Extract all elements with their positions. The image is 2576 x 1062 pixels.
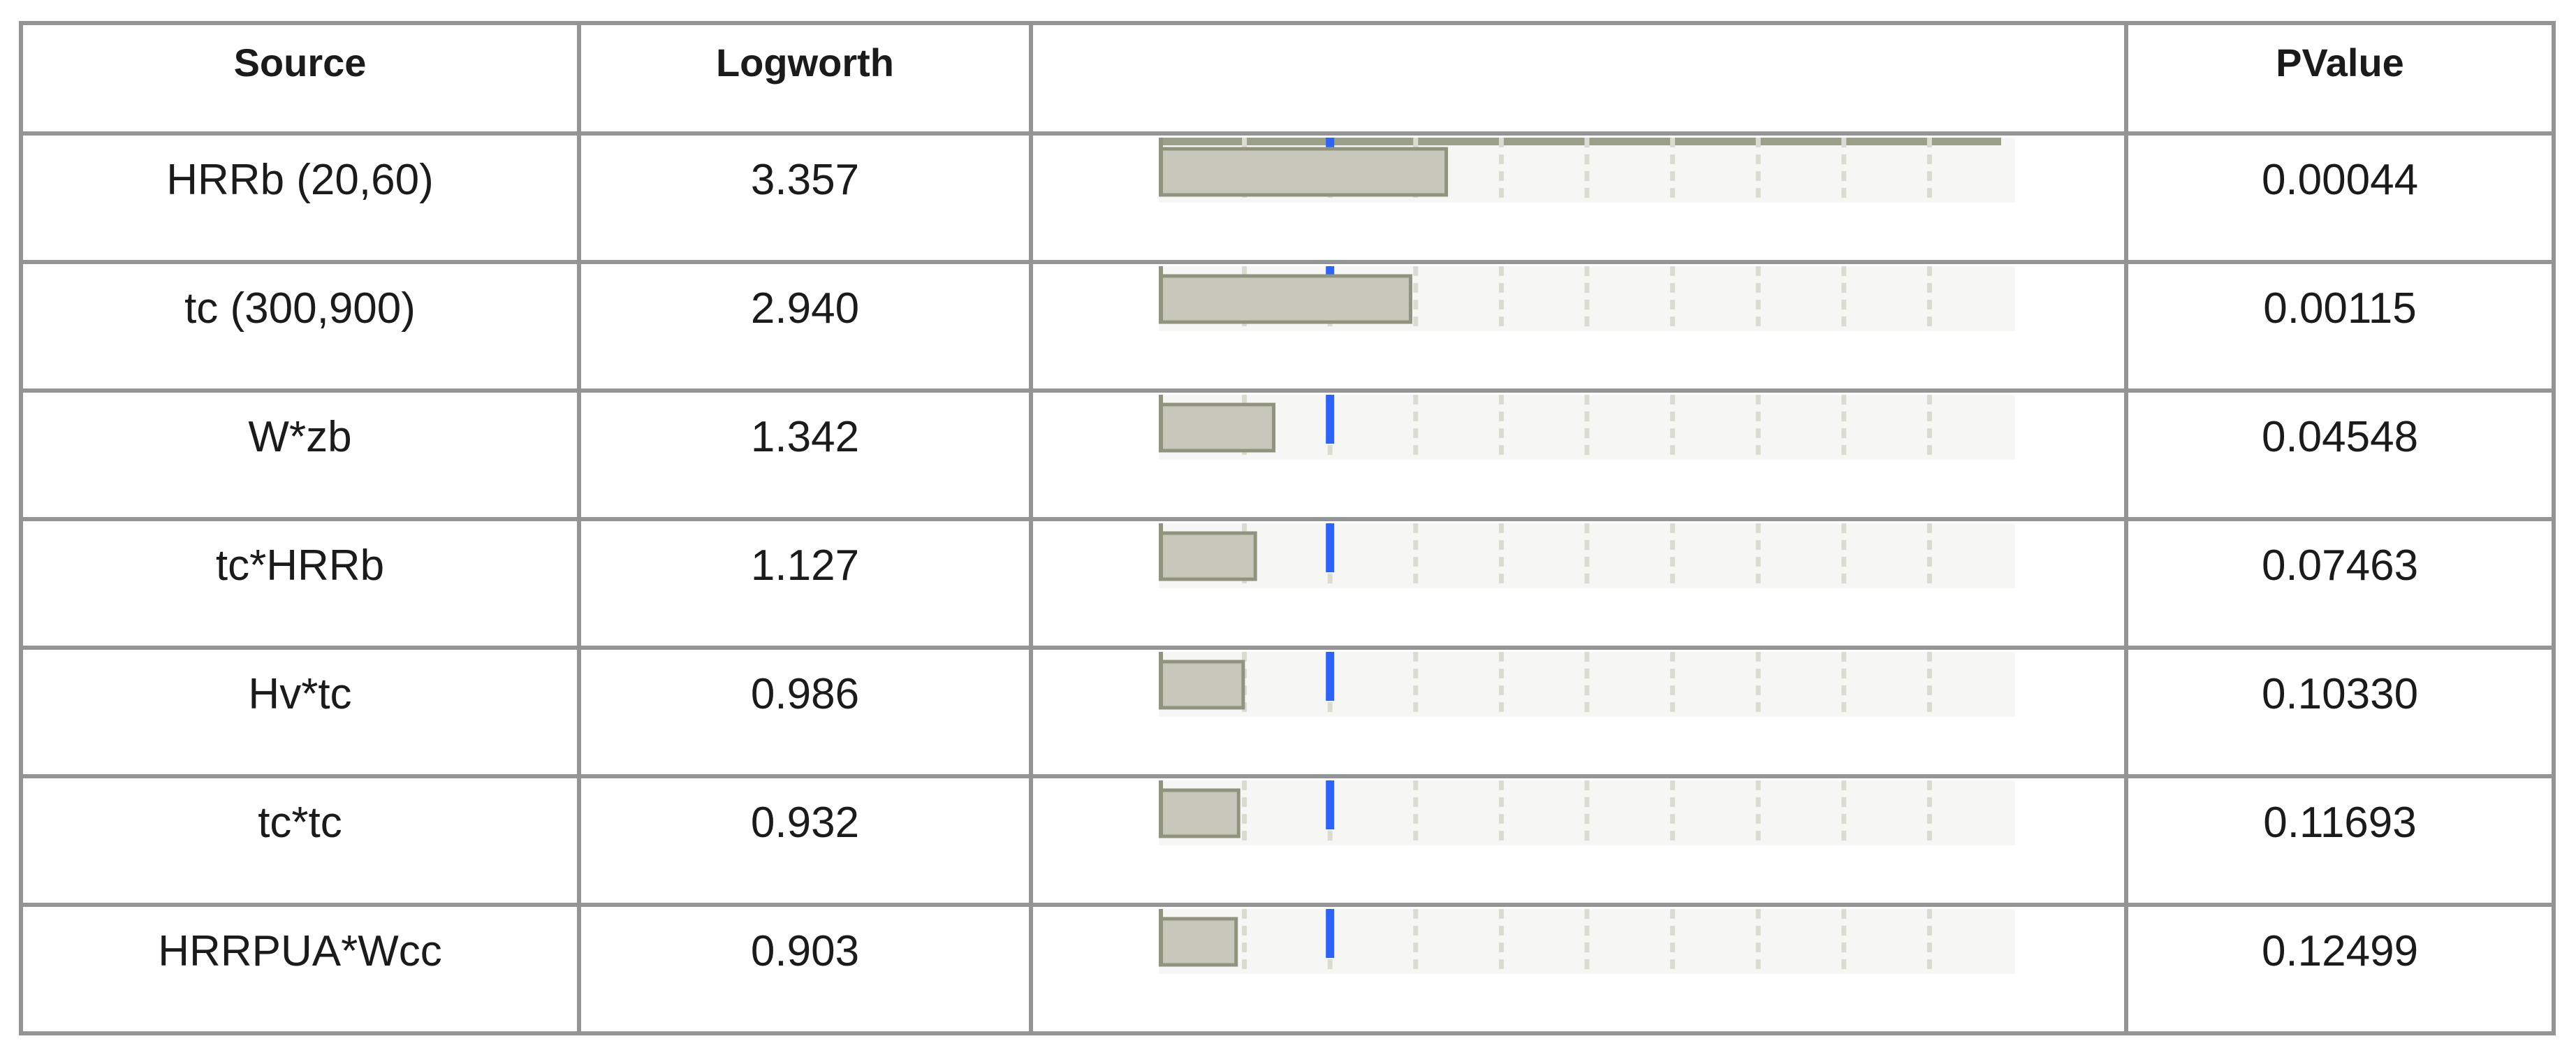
reference-line bbox=[1326, 652, 1335, 701]
source-cell: tc*HRRb bbox=[19, 517, 581, 650]
pvalue-cell: 0.00115 bbox=[2124, 260, 2556, 393]
logworth-chart-cell bbox=[1029, 388, 2128, 521]
column-header-source: Source bbox=[19, 21, 581, 136]
logworth-cell: 0.932 bbox=[577, 774, 1033, 907]
logworth-bar bbox=[1159, 788, 1241, 838]
axis-left-edge bbox=[1159, 909, 1163, 966]
logworth-chart-cell bbox=[1029, 517, 2128, 650]
logworth-value: 1.127 bbox=[750, 541, 860, 590]
axis-left-edge bbox=[1159, 780, 1163, 838]
source-cell: HRRb (20,60) bbox=[19, 131, 581, 264]
table-row: HRRPUA*Wcc 0.903 0.12499 bbox=[19, 903, 2556, 1035]
logworth-cell: 1.342 bbox=[577, 388, 1033, 521]
source-value: tc (300,900) bbox=[184, 284, 416, 333]
source-value: HRRb (20,60) bbox=[166, 156, 434, 204]
logworth-bar-chart bbox=[1159, 909, 2015, 974]
table-body: HRRb (20,60) 3.357 0.00044 tc (300,900) … bbox=[19, 131, 2556, 1035]
logworth-bar-chart bbox=[1159, 395, 2015, 460]
logworth-bar-chart bbox=[1159, 652, 2015, 717]
axis-left-edge bbox=[1159, 266, 1163, 323]
logworth-chart-cell bbox=[1029, 260, 2128, 393]
logworth-chart-cell bbox=[1029, 646, 2128, 778]
column-header-pvalue: PValue bbox=[2124, 21, 2556, 136]
logworth-bar bbox=[1159, 402, 1276, 453]
logworth-chart-cell bbox=[1029, 903, 2128, 1035]
pvalue-header-label: PValue bbox=[2276, 41, 2404, 85]
reference-line bbox=[1326, 909, 1335, 958]
pvalue-value: 0.10330 bbox=[2261, 670, 2419, 718]
logworth-value: 2.940 bbox=[750, 284, 860, 333]
logworth-bar-chart bbox=[1159, 523, 2015, 588]
effect-summary-table: Source Logworth PValue HRRb (20,60) 3.35… bbox=[19, 21, 2556, 1035]
source-value: W*zb bbox=[248, 413, 352, 461]
logworth-bar bbox=[1159, 531, 1257, 581]
table-row: W*zb 1.342 0.04548 bbox=[19, 388, 2556, 521]
pvalue-value: 0.00115 bbox=[2263, 284, 2417, 333]
logworth-bar bbox=[1159, 274, 1412, 324]
source-cell: HRRPUA*Wcc bbox=[19, 903, 581, 1035]
axis-left-edge bbox=[1159, 395, 1163, 452]
table-row: Hv*tc 0.986 0.10330 bbox=[19, 646, 2556, 778]
reference-line bbox=[1326, 395, 1335, 444]
source-value: Hv*tc bbox=[248, 670, 352, 718]
source-header-label: Source bbox=[233, 41, 367, 85]
logworth-cell: 3.357 bbox=[577, 131, 1033, 264]
logworth-header-label: Logworth bbox=[715, 41, 895, 85]
logworth-cell: 2.940 bbox=[577, 260, 1033, 393]
chart-header-label bbox=[1035, 27, 2122, 41]
reference-line-tick bbox=[1326, 266, 1335, 276]
logworth-value: 0.932 bbox=[750, 799, 860, 847]
logworth-value: 0.903 bbox=[750, 927, 860, 975]
effect-summary-report: Source Logworth PValue HRRb (20,60) 3.35… bbox=[19, 21, 2556, 1035]
logworth-bar bbox=[1159, 660, 1245, 710]
pvalue-cell: 0.07463 bbox=[2124, 517, 2556, 650]
reference-line-tick bbox=[1326, 138, 1335, 148]
axis-left-edge bbox=[1159, 652, 1163, 709]
axis-left-edge bbox=[1159, 138, 1163, 195]
pvalue-value: 0.11693 bbox=[2263, 799, 2417, 847]
table-row: HRRb (20,60) 3.357 0.00044 bbox=[19, 131, 2556, 264]
pvalue-cell: 0.04548 bbox=[2124, 388, 2556, 521]
pvalue-cell: 0.11693 bbox=[2124, 774, 2556, 907]
logworth-bar bbox=[1159, 147, 1449, 197]
logworth-chart-cell bbox=[1029, 774, 2128, 907]
logworth-value: 1.342 bbox=[750, 413, 860, 461]
pvalue-value: 0.00044 bbox=[2261, 156, 2419, 204]
table-row: tc*HRRb 1.127 0.07463 bbox=[19, 517, 2556, 650]
source-cell: W*zb bbox=[19, 388, 581, 521]
logworth-cell: 0.986 bbox=[577, 646, 1033, 778]
pvalue-value: 0.12499 bbox=[2261, 927, 2419, 975]
pvalue-cell: 0.00044 bbox=[2124, 131, 2556, 264]
logworth-bar bbox=[1159, 917, 1238, 967]
axis-left-edge bbox=[1159, 523, 1163, 581]
logworth-bar-chart bbox=[1159, 266, 2015, 331]
logworth-bar-chart bbox=[1159, 138, 2015, 203]
logworth-chart-cell bbox=[1029, 131, 2128, 264]
source-value: tc*tc bbox=[258, 799, 342, 847]
pvalue-value: 0.07463 bbox=[2261, 541, 2419, 590]
axis-top-band bbox=[1159, 138, 2001, 145]
column-header-chart bbox=[1029, 21, 2128, 136]
source-cell: Hv*tc bbox=[19, 646, 581, 778]
column-header-logworth: Logworth bbox=[577, 21, 1033, 136]
source-value: HRRPUA*Wcc bbox=[158, 927, 442, 975]
pvalue-cell: 0.10330 bbox=[2124, 646, 2556, 778]
source-cell: tc (300,900) bbox=[19, 260, 581, 393]
pvalue-cell: 0.12499 bbox=[2124, 903, 2556, 1035]
logworth-cell: 1.127 bbox=[577, 517, 1033, 650]
table-row: tc (300,900) 2.940 0.00115 bbox=[19, 260, 2556, 393]
logworth-cell: 0.903 bbox=[577, 903, 1033, 1035]
reference-line bbox=[1326, 523, 1335, 572]
source-cell: tc*tc bbox=[19, 774, 581, 907]
header-row: Source Logworth PValue bbox=[19, 21, 2556, 136]
logworth-value: 0.986 bbox=[750, 670, 860, 718]
logworth-value: 3.357 bbox=[750, 156, 860, 204]
reference-line bbox=[1326, 780, 1335, 829]
logworth-bar-chart bbox=[1159, 780, 2015, 845]
table-row: tc*tc 0.932 0.11693 bbox=[19, 774, 2556, 907]
source-value: tc*HRRb bbox=[215, 541, 385, 590]
pvalue-value: 0.04548 bbox=[2261, 413, 2419, 461]
